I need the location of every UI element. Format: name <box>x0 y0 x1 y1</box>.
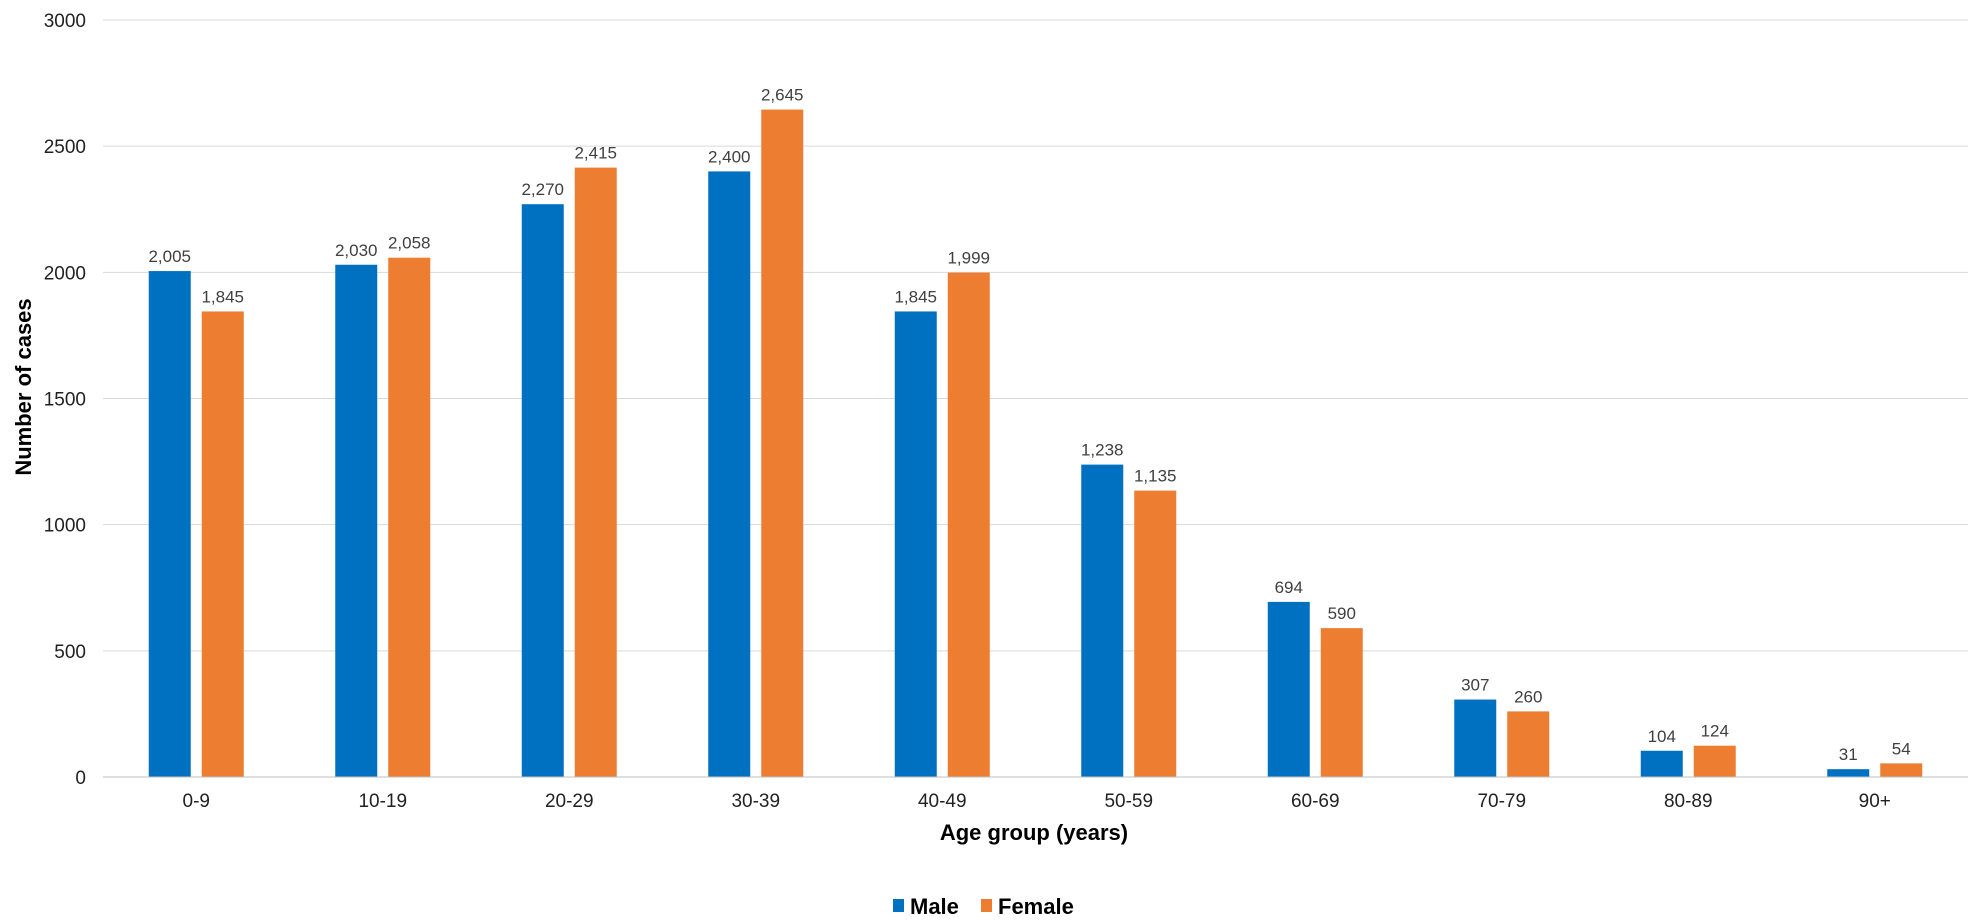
bar-female-10-19 <box>388 257 431 777</box>
bar-female-60-69 <box>1320 628 1363 777</box>
y-tick-label: 1500 <box>44 390 86 411</box>
bar-female-50-59 <box>1134 490 1177 777</box>
x-axis-ticks: 0-9 10-19 20-29 30-39 40-49 50-59 60-69 70-79 80… <box>183 791 1891 812</box>
data-label-male-60-69: 694 <box>1275 578 1303 597</box>
data-label-female-90+: 54 <box>1892 739 1911 758</box>
data-label-male-30-39: 2,400 <box>708 147 751 166</box>
bar-male-60-69 <box>1267 601 1310 777</box>
data-label-male-90+: 31 <box>1839 745 1858 764</box>
bar-female-70-79 <box>1507 711 1550 777</box>
bar-male-80-89 <box>1640 750 1683 777</box>
data-label-female-0-9: 1,845 <box>201 287 244 306</box>
x-tick-label: 80-89 <box>1664 791 1713 812</box>
bar-female-20-29 <box>574 167 617 778</box>
y-axis-ticks: 0 500 1000 1500 2000 2500 3000 <box>44 11 86 789</box>
x-axis-title: Age group (years) <box>940 820 1128 845</box>
data-label-male-20-29: 2,270 <box>521 180 564 199</box>
data-label-female-60-69: 590 <box>1328 604 1356 623</box>
bar-male-40-49 <box>894 311 937 777</box>
bar-female-40-49 <box>947 272 990 777</box>
bar-male-70-79 <box>1454 699 1497 777</box>
y-axis-title: Number of cases <box>11 298 36 475</box>
data-label-female-80-89: 124 <box>1701 722 1729 741</box>
x-tick-label: 20-29 <box>545 791 594 812</box>
x-tick-label: 60-69 <box>1291 791 1340 812</box>
data-label-female-20-29: 2,415 <box>574 144 617 163</box>
bar-male-50-59 <box>1081 464 1124 777</box>
x-tick-label: 90+ <box>1859 791 1891 812</box>
bar-female-30-39 <box>761 109 804 778</box>
x-tick-label: 40-49 <box>918 791 967 812</box>
data-label-male-70-79: 307 <box>1461 676 1489 695</box>
y-tick-label: 500 <box>54 642 86 663</box>
bar-female-0-9 <box>201 311 244 777</box>
data-labels: 2,005 1,845 2,030 2,058 2,270 2,415 2,400 2,645… <box>148 86 1910 765</box>
x-tick-label: 70-79 <box>1477 791 1526 812</box>
data-label-male-50-59: 1,238 <box>1081 441 1124 460</box>
x-tick-label: 0-9 <box>183 791 210 812</box>
x-tick-label: 30-39 <box>731 791 780 812</box>
data-label-female-10-19: 2,058 <box>388 234 431 253</box>
y-tick-label: 3000 <box>44 11 86 32</box>
legend-swatch-male <box>893 899 904 912</box>
x-tick-label: 10-19 <box>358 791 407 812</box>
bar-male-30-39 <box>708 171 751 777</box>
y-tick-label: 1000 <box>44 516 86 537</box>
bar-female-90+ <box>1880 763 1923 777</box>
legend-swatch-female <box>981 899 992 912</box>
y-tick-label: 2500 <box>44 137 86 158</box>
bar-male-0-9 <box>148 271 191 777</box>
bar-female-80-89 <box>1693 745 1736 777</box>
data-label-male-0-9: 2,005 <box>148 247 191 266</box>
data-label-female-50-59: 1,135 <box>1134 467 1177 486</box>
y-tick-label: 0 <box>75 768 86 789</box>
gridlines <box>103 19 1968 652</box>
bar-male-10-19 <box>335 264 378 778</box>
x-tick-label: 50-59 <box>1104 791 1153 812</box>
legend-label-female: Female <box>998 894 1074 919</box>
bars <box>148 109 1923 778</box>
bar-male-90+ <box>1827 769 1870 777</box>
data-label-female-30-39: 2,645 <box>761 86 804 105</box>
legend: Male Female <box>893 894 1074 919</box>
data-label-female-40-49: 1,999 <box>947 249 990 268</box>
data-label-male-40-49: 1,845 <box>894 287 937 306</box>
data-label-female-70-79: 260 <box>1514 687 1542 706</box>
y-tick-label: 2000 <box>44 263 86 284</box>
data-label-male-10-19: 2,030 <box>335 241 378 260</box>
legend-label-male: Male <box>910 894 959 919</box>
bar-male-20-29 <box>521 204 564 777</box>
data-label-male-80-89: 104 <box>1648 727 1676 746</box>
